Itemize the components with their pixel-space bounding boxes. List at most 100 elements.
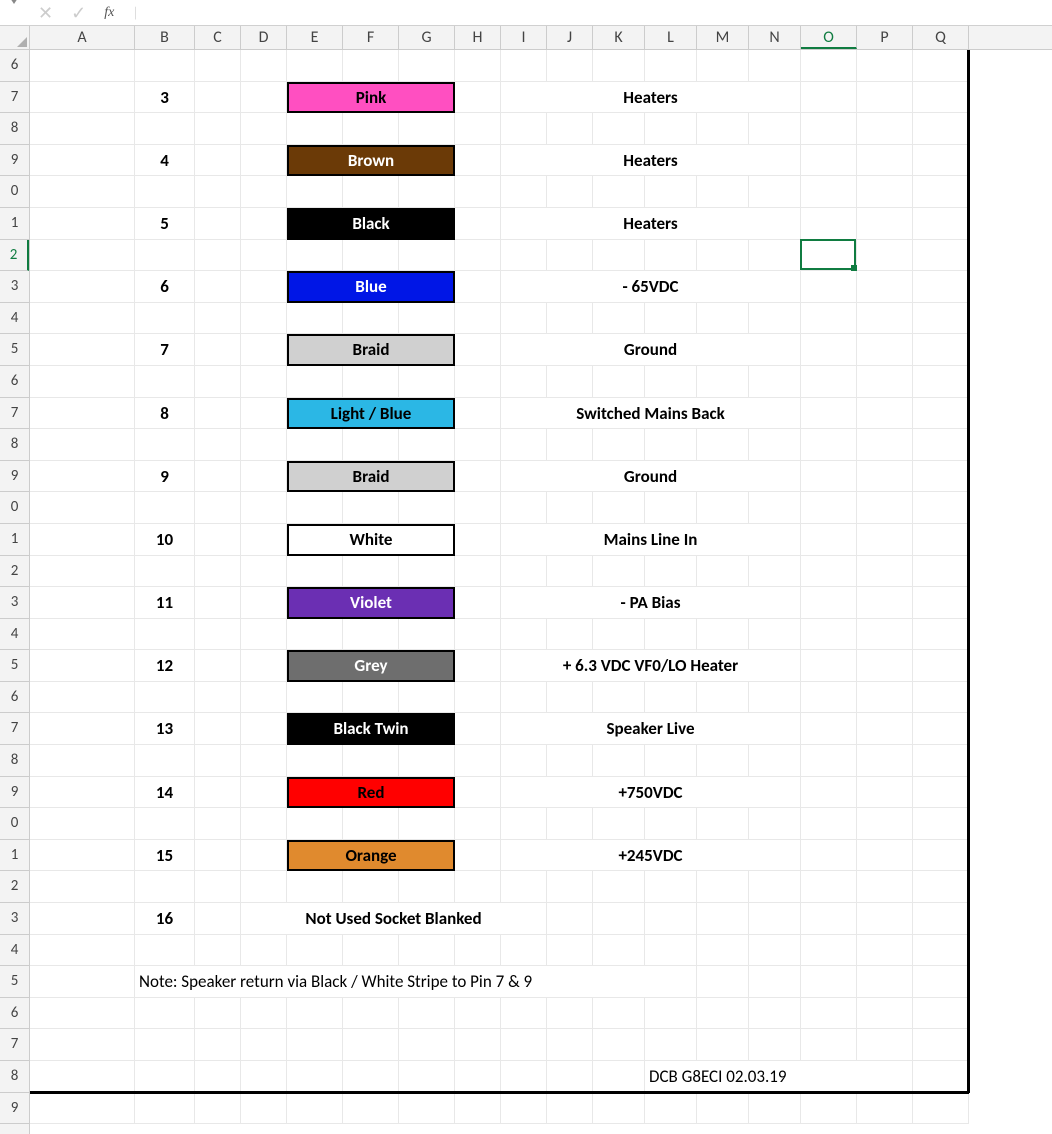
cell[interactable] — [195, 50, 241, 82]
cell[interactable] — [241, 871, 287, 903]
cell[interactable] — [501, 871, 547, 903]
column-header-J[interactable]: J — [547, 26, 593, 49]
cell[interactable] — [455, 50, 501, 82]
cell[interactable] — [30, 587, 135, 619]
cell[interactable] — [241, 113, 287, 145]
cell[interactable] — [241, 840, 287, 872]
cell[interactable] — [195, 619, 241, 651]
cell[interactable] — [30, 808, 135, 840]
cell[interactable] — [399, 682, 455, 714]
cell[interactable] — [287, 935, 343, 967]
wire-pin[interactable]: 6 — [135, 271, 195, 303]
cell[interactable] — [135, 682, 195, 714]
cell[interactable] — [857, 713, 913, 745]
cell[interactable] — [399, 303, 455, 335]
cell[interactable] — [455, 777, 501, 809]
row-header[interactable]: 6 — [0, 50, 29, 82]
cell[interactable] — [645, 240, 697, 272]
cell[interactable] — [455, 650, 501, 682]
cell[interactable] — [455, 271, 501, 303]
cell[interactable] — [547, 50, 593, 82]
cell[interactable] — [593, 303, 645, 335]
row-header[interactable]: 2 — [0, 871, 29, 903]
row-header[interactable]: 5 — [0, 334, 29, 366]
cell[interactable] — [455, 492, 501, 524]
cell[interactable] — [399, 366, 455, 398]
cell[interactable] — [195, 840, 241, 872]
cell[interactable] — [241, 240, 287, 272]
cell[interactable] — [801, 461, 857, 493]
wire-color-chip[interactable]: Black — [287, 208, 455, 240]
cell[interactable] — [645, 1093, 697, 1125]
cell[interactable] — [501, 492, 547, 524]
cell[interactable] — [343, 682, 399, 714]
cell[interactable] — [287, 619, 343, 651]
cell[interactable] — [30, 871, 135, 903]
cell[interactable] — [455, 429, 501, 461]
cell[interactable] — [287, 176, 343, 208]
cell[interactable] — [287, 745, 343, 777]
cell[interactable] — [801, 998, 857, 1030]
cell[interactable] — [913, 871, 969, 903]
cell[interactable] — [801, 935, 857, 967]
cell[interactable] — [287, 492, 343, 524]
cell[interactable] — [30, 429, 135, 461]
cell[interactable] — [343, 1093, 399, 1125]
wire-color-chip[interactable]: Braid — [287, 334, 455, 366]
cell[interactable] — [195, 271, 241, 303]
cell[interactable] — [857, 619, 913, 651]
cell[interactable] — [135, 429, 195, 461]
cell[interactable] — [195, 682, 241, 714]
row-header[interactable]: 9 — [0, 777, 29, 809]
cell[interactable] — [749, 808, 801, 840]
cell[interactable] — [913, 82, 969, 114]
column-header-O[interactable]: O — [801, 26, 857, 49]
wire-pin[interactable]: 16 — [135, 903, 195, 935]
cell[interactable] — [913, 966, 969, 998]
wire-pin[interactable]: 8 — [135, 398, 195, 430]
cell[interactable] — [645, 871, 697, 903]
cell[interactable] — [399, 998, 455, 1030]
cell[interactable] — [857, 777, 913, 809]
cell[interactable] — [857, 903, 913, 935]
cell[interactable] — [857, 113, 913, 145]
cell[interactable] — [913, 713, 969, 745]
cell[interactable] — [195, 745, 241, 777]
cell[interactable] — [501, 998, 547, 1030]
row-header[interactable]: 4 — [0, 303, 29, 335]
cell[interactable] — [455, 619, 501, 651]
cell[interactable] — [30, 461, 135, 493]
row-header[interactable]: 6 — [0, 366, 29, 398]
cell[interactable] — [455, 240, 501, 272]
cell[interactable] — [697, 50, 749, 82]
cell[interactable] — [399, 492, 455, 524]
cell[interactable] — [455, 461, 501, 493]
cell[interactable] — [645, 935, 697, 967]
cell[interactable] — [195, 650, 241, 682]
cell[interactable] — [645, 492, 697, 524]
wire-description[interactable]: Mains Line In — [501, 524, 801, 556]
cell[interactable] — [135, 113, 195, 145]
cell[interactable] — [645, 176, 697, 208]
footnote[interactable]: Note: Speaker return via Black / White S… — [135, 966, 697, 998]
cell[interactable] — [801, 587, 857, 619]
wire-pin[interactable]: 14 — [135, 777, 195, 809]
cell[interactable] — [343, 366, 399, 398]
cell[interactable] — [913, 398, 969, 430]
cell[interactable] — [801, 113, 857, 145]
cell[interactable] — [593, 745, 645, 777]
cell[interactable] — [399, 871, 455, 903]
cell[interactable] — [343, 1029, 399, 1061]
wire-pin[interactable]: 12 — [135, 650, 195, 682]
cell[interactable] — [913, 745, 969, 777]
cell[interactable] — [801, 492, 857, 524]
cell[interactable] — [913, 176, 969, 208]
cell[interactable] — [547, 556, 593, 588]
wire-pin[interactable]: 9 — [135, 461, 195, 493]
cell[interactable] — [287, 113, 343, 145]
cell[interactable] — [749, 176, 801, 208]
row-header[interactable]: 3 — [0, 903, 29, 935]
cell[interactable] — [801, 82, 857, 114]
cell[interactable] — [241, 176, 287, 208]
cell[interactable] — [593, 429, 645, 461]
